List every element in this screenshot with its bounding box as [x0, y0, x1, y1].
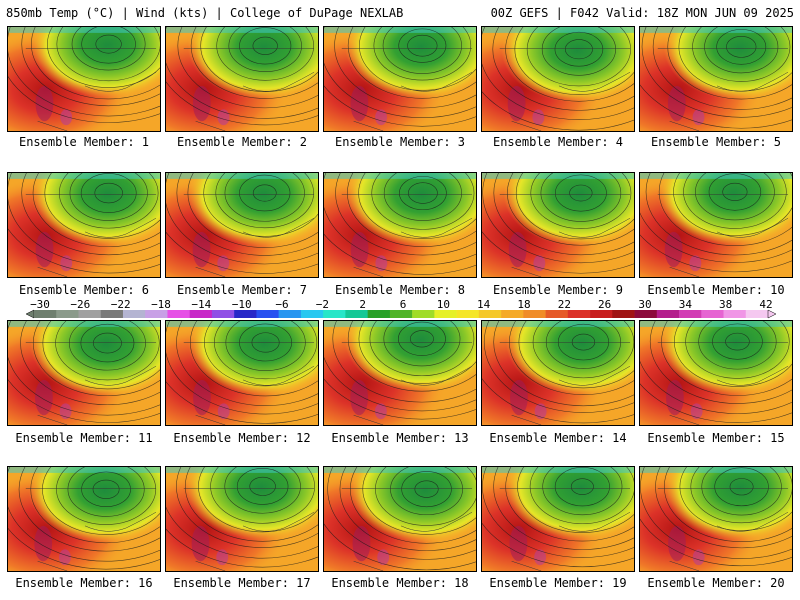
colorbar-swatch	[590, 310, 613, 318]
ensemble-member-caption: Ensemble Member: 9	[492, 283, 624, 297]
colorbar-swatch	[189, 310, 213, 318]
ensemble-member-caption: Ensemble Member: 17	[173, 576, 311, 590]
colorbar-tick-label: −14	[191, 298, 211, 311]
colorbar-swatch	[745, 310, 769, 318]
colorbar-tick-label: 42	[759, 298, 772, 311]
ensemble-member-caption: Ensemble Member: 3	[334, 135, 466, 149]
ensemble-member-caption: Ensemble Member: 14	[489, 431, 627, 445]
colorbar-swatch	[523, 310, 546, 318]
colorbar-tick-label: −10	[232, 298, 252, 311]
colorbar-swatch	[412, 310, 435, 318]
colorbar-swatch	[567, 310, 591, 318]
colorbar-tick-label: 38	[719, 298, 732, 311]
ensemble-member-map	[639, 172, 793, 278]
colorbar-tick-label: −30	[30, 298, 50, 311]
colorbar-tick-label: 18	[517, 298, 530, 311]
ensemble-member-caption: Ensemble Member: 1	[18, 135, 150, 149]
colorbar-swatch	[56, 310, 79, 318]
colorbar-swatch	[656, 310, 680, 318]
ensemble-member-caption: Ensemble Member: 18	[331, 576, 469, 590]
colorbar-tick-label: −22	[111, 298, 131, 311]
colorbar-swatch	[278, 310, 302, 318]
colorbar-swatch	[256, 310, 279, 318]
colorbar-swatch	[100, 310, 124, 318]
ensemble-member-map	[323, 466, 477, 572]
chart-title: 850mb Temp (°C) | Wind (kts) | College o…	[6, 6, 404, 20]
ensemble-member-caption: Ensemble Member: 16	[15, 576, 153, 590]
colorbar-swatch	[434, 310, 457, 318]
colorbar-swatch	[300, 310, 324, 318]
colorbar-swatch	[723, 310, 747, 318]
ensemble-member-caption: Ensemble Member: 5	[650, 135, 782, 149]
ensemble-member-map	[7, 26, 161, 132]
colorbar-tick-label: 26	[598, 298, 611, 311]
ensemble-member-map	[323, 172, 477, 278]
ensemble-member-caption: Ensemble Member: 4	[492, 135, 624, 149]
ensemble-member-caption: Ensemble Member: 15	[647, 431, 785, 445]
colorbar-swatch	[634, 310, 658, 318]
colorbar-tick-label: 14	[477, 298, 491, 311]
ensemble-member-caption: Ensemble Member: 12	[173, 431, 311, 445]
ensemble-member-caption: Ensemble Member: 8	[334, 283, 466, 297]
colorbar-swatch	[501, 310, 524, 318]
ensemble-member-map	[165, 172, 319, 278]
ensemble-member-map	[481, 172, 635, 278]
ensemble-member-map	[7, 466, 161, 572]
colorbar-swatch	[211, 310, 235, 318]
ensemble-member-map	[639, 26, 793, 132]
ensemble-member-caption: Ensemble Member: 10	[647, 283, 785, 297]
ensemble-member-map	[323, 320, 477, 426]
colorbar-tick-label: −6	[275, 298, 288, 311]
colorbar-swatch	[34, 310, 57, 318]
ensemble-member-map	[639, 466, 793, 572]
colorbar-swatch	[545, 310, 569, 318]
ensemble-member-map	[481, 320, 635, 426]
colorbar-swatch	[701, 310, 724, 318]
temperature-colorbar: −30 −26 −22 −18 −14 −10 −6 −2 2 6 10 14 18 22 26 30 34 38…	[25, 298, 777, 319]
ensemble-member-map	[323, 26, 477, 132]
colorbar-tick-label: −2	[316, 298, 329, 311]
colorbar-max-arrow	[767, 309, 777, 319]
ensemble-member-map	[481, 26, 635, 132]
ensemble-member-map	[165, 320, 319, 426]
colorbar-swatch	[145, 310, 168, 318]
colorbar-swatch	[345, 310, 368, 318]
colorbar-swatch	[167, 310, 190, 318]
ensemble-member-caption: Ensemble Member: 6	[18, 283, 150, 297]
ensemble-member-map	[639, 320, 793, 426]
colorbar-swatch	[367, 310, 391, 318]
ensemble-member-caption: Ensemble Member: 11	[15, 431, 153, 445]
colorbar-tick-label: −26	[70, 298, 90, 311]
ensemble-member-map	[165, 466, 319, 572]
colorbar-tick-label: 22	[558, 298, 571, 311]
run-valid-time: 00Z GEFS | F042 Valid: 18Z MON JUN 09 20…	[490, 6, 794, 20]
ensemble-member-caption: Ensemble Member: 2	[176, 135, 308, 149]
colorbar-tick-label: 30	[638, 298, 651, 311]
colorbar-swatch	[612, 310, 635, 318]
ensemble-member-map	[7, 320, 161, 426]
colorbar-tick-label: 2	[359, 298, 366, 311]
colorbar-tick-label: 6	[400, 298, 407, 311]
colorbar-swatch	[478, 310, 502, 318]
colorbar-swatch	[456, 310, 480, 318]
ensemble-member-map	[7, 172, 161, 278]
colorbar-tick-label: 34	[679, 298, 693, 311]
ensemble-member-caption: Ensemble Member: 13	[331, 431, 469, 445]
colorbar-swatch	[679, 310, 702, 318]
ensemble-member-caption: Ensemble Member: 20	[647, 576, 785, 590]
colorbar-swatch	[122, 310, 146, 318]
ensemble-member-map	[165, 26, 319, 132]
ensemble-member-caption: Ensemble Member: 19	[489, 576, 627, 590]
colorbar-tick-label: −18	[151, 298, 171, 311]
colorbar-swatch	[234, 310, 257, 318]
ensemble-member-caption: Ensemble Member: 7	[176, 283, 308, 297]
ensemble-member-map	[481, 466, 635, 572]
colorbar-min-arrow	[25, 309, 35, 319]
colorbar-swatch	[323, 310, 346, 318]
colorbar-swatch	[78, 310, 102, 318]
colorbar-tick-label: 10	[437, 298, 450, 311]
colorbar-swatch	[389, 310, 413, 318]
